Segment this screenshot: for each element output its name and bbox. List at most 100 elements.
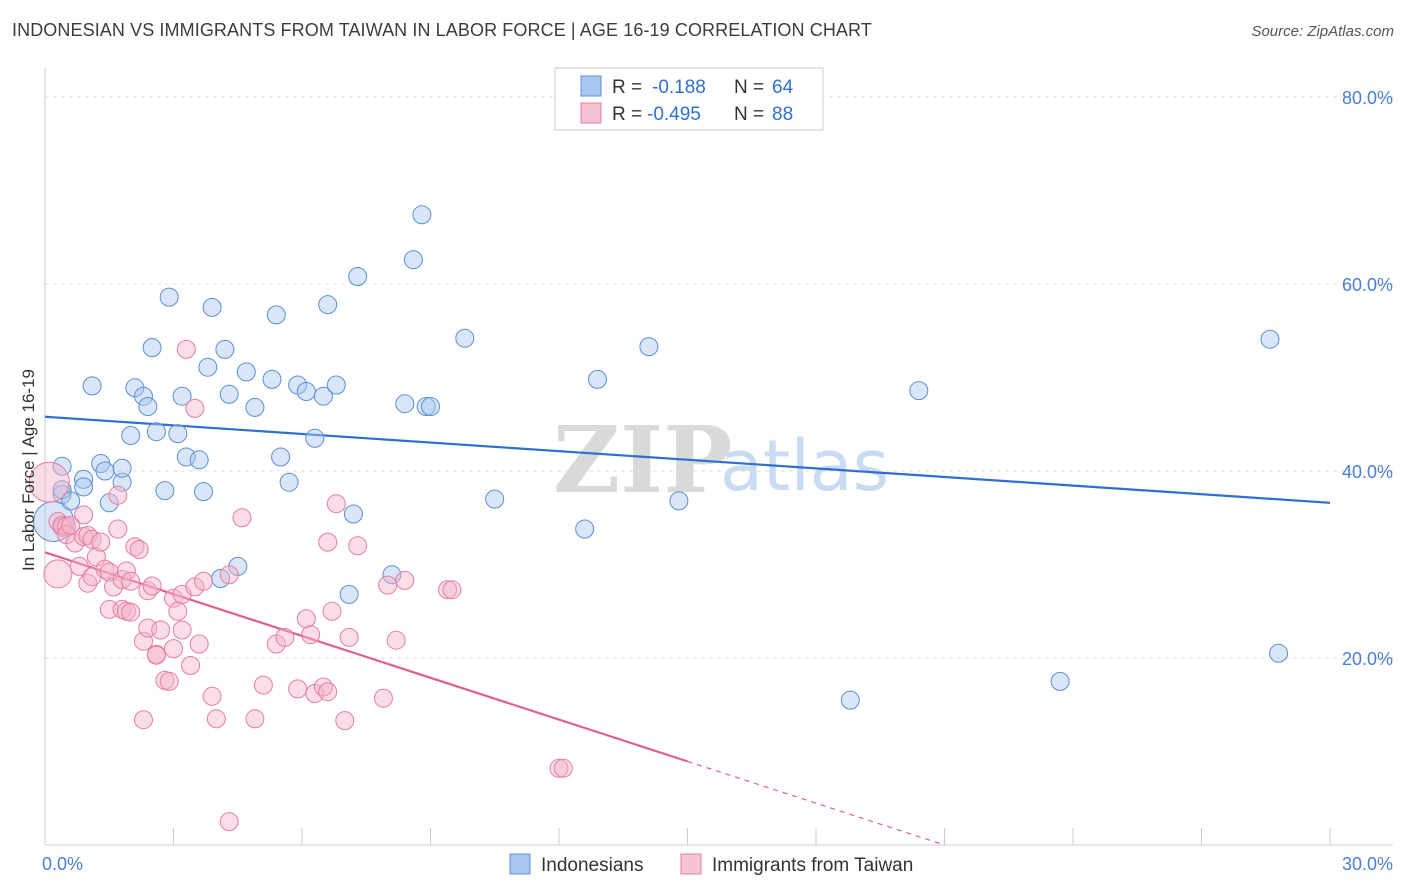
taiwan-point-48 (181, 656, 201, 675)
bottom-legend-label-taiwan: Immigrants from Taiwan (712, 855, 913, 876)
indonesians-point-20 (159, 287, 179, 307)
taiwan-point-64 (301, 625, 321, 645)
indonesians-point-25 (194, 482, 213, 502)
taiwan-point-46 (172, 620, 192, 640)
indonesians-point-62 (1260, 329, 1280, 349)
taiwan-point-1 (43, 559, 73, 589)
indonesians-point-34 (262, 369, 282, 389)
indonesians-point-56 (588, 369, 607, 389)
indonesians-point-30 (219, 384, 239, 404)
axes (44, 68, 1393, 846)
indonesians-point-45 (343, 504, 363, 524)
taiwan-point-29 (121, 571, 141, 591)
indonesians-trend-line (44, 415, 1331, 504)
taiwan-point-41 (159, 671, 179, 691)
taiwan-point-74 (373, 688, 393, 708)
legend: R = -0.188 N = 64 R = -0.495 N = 88 (554, 67, 824, 131)
taiwan-point-28 (121, 602, 141, 622)
source-credit: Source: ZipAtlas.com (1251, 23, 1394, 40)
indonesians-point-32 (236, 362, 256, 382)
legend-n-label-2: N = (734, 104, 764, 125)
indonesians-point-3 (61, 491, 81, 511)
indonesians-point-61 (1050, 671, 1070, 691)
bottom-legend-label-indonesians: Indonesians (541, 855, 643, 876)
taiwan-point-76 (386, 630, 406, 650)
taiwan-point-71 (335, 711, 355, 731)
taiwan-point-23 (108, 485, 128, 505)
legend-swatch-pink (580, 102, 602, 124)
indonesians-point-36 (271, 447, 291, 467)
indonesians-point-19 (155, 481, 175, 501)
taiwan-point-10 (74, 505, 94, 525)
indonesians-point-33 (245, 397, 265, 417)
indonesians-point-49 (403, 250, 423, 270)
taiwan-point-39 (151, 620, 171, 640)
taiwan-point-58 (245, 709, 265, 729)
indonesians-point-29 (215, 339, 235, 359)
indonesians-point-43 (326, 375, 346, 395)
taiwan-point-33 (134, 710, 153, 730)
indonesians-point-54 (485, 489, 505, 509)
taiwan-point-49 (185, 398, 205, 418)
taiwan-point-57 (232, 508, 252, 528)
legend-r-value-1: -0.188 (652, 77, 706, 98)
taiwan-point-51 (189, 634, 209, 654)
data-points (28, 205, 1289, 832)
taiwan-point-54 (206, 709, 226, 729)
indonesians-point-27 (202, 297, 222, 317)
x-tick-labels: 0.0% 30.0% (42, 854, 1393, 874)
indonesians-point-24 (189, 450, 209, 470)
indonesians-point-59 (840, 690, 860, 710)
y-tick-label-20: 20.0% (1342, 649, 1393, 669)
taiwan-point-9 (69, 556, 89, 576)
taiwan-point-31 (129, 540, 149, 559)
taiwan-point-68 (318, 682, 338, 702)
taiwan-point-75 (378, 575, 398, 595)
y-tick-labels: 20.0% 40.0% 60.0% 80.0% (1342, 88, 1393, 669)
taiwan-point-78 (438, 580, 458, 600)
taiwan-point-36 (142, 576, 162, 596)
taiwan-point-27 (116, 561, 136, 581)
indonesians-point-42 (318, 295, 338, 315)
watermark: ZIP atlas (553, 406, 889, 514)
indonesians-point-17 (142, 338, 162, 358)
bottom-legend: Indonesians Immigrants from Taiwan (509, 853, 913, 876)
bottom-legend-swatch-taiwan (680, 853, 702, 875)
x-tick-label-min: 0.0% (42, 854, 83, 874)
indonesians-point-55 (575, 519, 595, 539)
taiwan-point-55 (219, 565, 239, 585)
legend-r-label-1: R = (612, 77, 642, 98)
taiwan-point-61 (275, 627, 295, 647)
indonesians-point-60 (909, 381, 929, 401)
legend-n-value-2: 88 (772, 104, 793, 125)
indonesians-point-7 (82, 376, 102, 396)
indonesians-point-15 (134, 386, 153, 406)
taiwan-point-73 (348, 536, 368, 556)
indonesians-point-12 (112, 458, 132, 478)
taiwan-point-70 (326, 494, 346, 514)
legend-r-value-2: -0.495 (647, 104, 701, 125)
taiwan-point-59 (253, 675, 273, 695)
indonesians-point-52 (421, 397, 440, 416)
taiwan-point-53 (202, 686, 222, 706)
trend-lines (44, 415, 1331, 846)
y-tick-label-60: 60.0% (1342, 275, 1393, 295)
x-tick-label-max: 30.0% (1342, 854, 1393, 874)
indonesians-point-51 (416, 397, 436, 416)
indonesians-point-57 (639, 337, 659, 357)
taiwan-point-52 (194, 571, 213, 591)
taiwan-point-56 (219, 812, 239, 832)
indonesians-point-50 (412, 205, 432, 225)
y-tick-label-80: 80.0% (1342, 88, 1393, 108)
taiwan-point-81 (553, 758, 573, 778)
legend-n-value-1: 64 (772, 77, 794, 98)
indonesians-point-40 (305, 428, 325, 448)
watermark-atlas: atlas (720, 425, 889, 507)
indonesians-point-46 (348, 267, 368, 286)
taiwan-point-69 (322, 601, 342, 621)
chart-title: INDONESIAN VS IMMIGRANTS FROM TAIWAN IN … (12, 20, 872, 40)
y-tick-label-40: 40.0% (1342, 462, 1393, 482)
indonesians-point-5 (74, 469, 94, 489)
indonesians-point-16 (138, 397, 158, 416)
taiwan-point-62 (288, 679, 308, 699)
